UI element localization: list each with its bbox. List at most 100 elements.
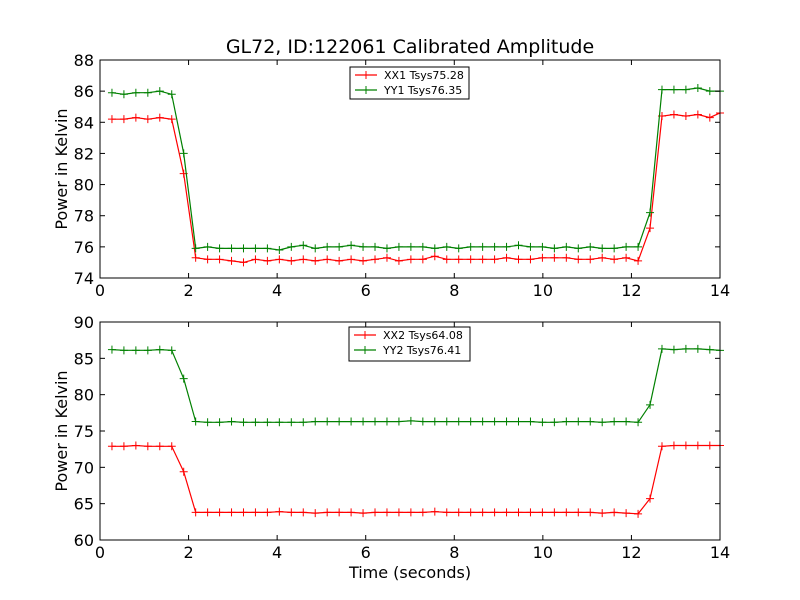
data-point — [598, 253, 607, 262]
data-point — [215, 508, 224, 517]
data-point — [107, 88, 116, 97]
data-point — [299, 418, 308, 427]
y-tick-label: 80 — [74, 386, 94, 405]
series-2 — [107, 84, 724, 254]
data-point — [203, 255, 212, 264]
data-point — [227, 244, 236, 253]
data-point — [574, 417, 583, 426]
data-point — [550, 244, 559, 253]
data-point — [538, 253, 547, 262]
data-point — [646, 494, 655, 503]
data-point — [239, 258, 248, 267]
data-point — [143, 88, 152, 97]
data-point — [681, 112, 690, 121]
data-point — [466, 417, 475, 426]
data-point — [335, 242, 344, 251]
data-point — [454, 255, 463, 264]
data-point — [669, 345, 678, 354]
legend-label: YY1 Tsys76.35 — [383, 84, 462, 97]
data-point — [598, 418, 607, 427]
data-point — [119, 442, 128, 451]
data-point — [442, 508, 451, 517]
subplot-1: 0 2 4 6 8 10 12 14 74 76 78 80 82 84 86 88 Power in Kelv… — [52, 51, 730, 300]
data-point — [406, 508, 415, 517]
y-tick-label: 60 — [74, 531, 94, 550]
data-point — [681, 85, 690, 94]
data-point — [657, 442, 666, 451]
data-point — [634, 509, 643, 518]
data-point — [418, 255, 427, 264]
data-point — [131, 346, 140, 355]
data-point — [359, 417, 368, 426]
data-point — [191, 508, 200, 517]
data-point — [693, 344, 702, 353]
data-point — [478, 508, 487, 517]
legend-marker — [361, 346, 369, 354]
data-point — [131, 441, 140, 450]
data-point — [275, 507, 284, 516]
data-point — [311, 417, 320, 426]
data-point — [251, 255, 260, 264]
legend: XX1 Tsys75.28 YY1 Tsys76.35 — [349, 66, 470, 100]
data-point — [693, 441, 702, 450]
y-tick-label: 80 — [74, 176, 94, 195]
data-point — [705, 113, 714, 122]
data-point — [490, 417, 499, 426]
y-tick-label: 84 — [74, 113, 94, 132]
data-point — [681, 441, 690, 450]
data-point — [490, 242, 499, 251]
data-point — [562, 508, 571, 517]
data-point — [287, 418, 296, 427]
data-point — [311, 509, 320, 518]
data-point — [574, 508, 583, 517]
data-point — [335, 417, 344, 426]
data-point — [179, 374, 188, 383]
legend-box — [349, 66, 470, 100]
data-point — [478, 242, 487, 251]
y-tick-label: 86 — [74, 82, 94, 101]
data-point — [442, 417, 451, 426]
data-point — [119, 346, 128, 355]
x-tick-label: 8 — [449, 281, 459, 300]
data-point — [622, 253, 631, 262]
data-point — [167, 115, 176, 124]
data-point — [323, 417, 332, 426]
data-point — [634, 256, 643, 265]
data-point — [143, 442, 152, 451]
data-point — [514, 417, 523, 426]
x-tick-label: 14 — [710, 281, 730, 300]
y-tick-label: 70 — [74, 458, 94, 477]
data-point — [418, 508, 427, 517]
data-point — [167, 346, 176, 355]
series-1 — [107, 441, 724, 518]
data-point — [263, 256, 272, 265]
data-point — [371, 508, 380, 517]
data-point — [466, 242, 475, 251]
series-line — [112, 112, 721, 264]
data-point — [335, 256, 344, 265]
data-point — [586, 242, 595, 251]
data-point — [646, 400, 655, 409]
x-tick-label: 0 — [95, 543, 105, 562]
data-point — [681, 344, 690, 353]
subplot-2: 0 2 4 6 8 10 12 14 60 65 70 75 80 85 90 Power in Kelvin… — [52, 313, 730, 562]
data-point — [119, 90, 128, 99]
data-point — [514, 255, 523, 264]
legend: XX2 Tsys64.08 YY2 Tsys76.41 — [348, 326, 471, 362]
series-line — [111, 87, 720, 251]
legend-marker — [362, 71, 370, 79]
data-point — [203, 418, 212, 427]
data-point — [610, 508, 619, 517]
data-point — [538, 242, 547, 251]
data-point — [502, 417, 511, 426]
data-point — [598, 509, 607, 518]
data-point — [287, 508, 296, 517]
data-point — [251, 508, 260, 517]
data-point — [514, 241, 523, 250]
data-point — [454, 508, 463, 517]
data-point — [526, 417, 535, 426]
data-point — [179, 467, 188, 476]
y-tick-label: 75 — [74, 422, 94, 441]
data-point — [646, 224, 655, 233]
